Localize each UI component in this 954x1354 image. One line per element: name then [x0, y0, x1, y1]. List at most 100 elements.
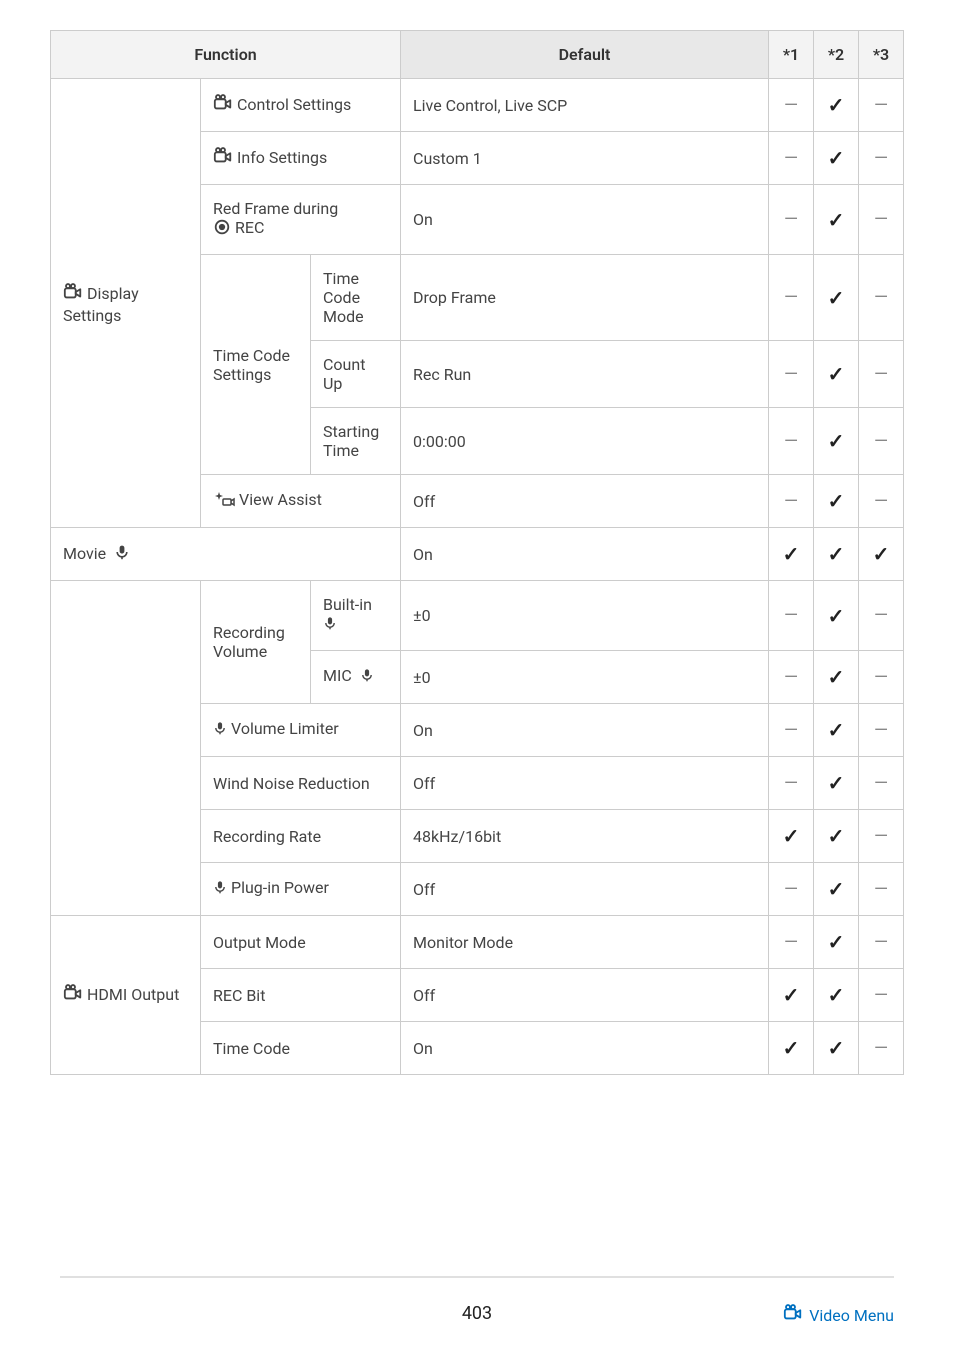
video-menu-link[interactable]: Video Menu	[783, 1303, 894, 1327]
cell-s1: —	[769, 475, 814, 528]
page-number: 403	[462, 1303, 492, 1324]
cell-volume-limiter: Volume Limiter	[201, 704, 401, 757]
cell-s3: —	[859, 704, 904, 757]
mic-icon	[323, 614, 337, 636]
cell-s2: ✓	[814, 341, 859, 408]
cell-default: On	[401, 1022, 769, 1075]
label: Info Settings	[237, 148, 327, 167]
cell-s1: —	[769, 255, 814, 341]
cell-builtin-mic: Built-in	[311, 581, 401, 651]
cell-plugin-power: Plug-in Power	[201, 863, 401, 916]
cell-default: Drop Frame	[401, 255, 769, 341]
video-menu-label: Video Menu	[809, 1306, 894, 1325]
label: Built-in	[323, 595, 372, 614]
cell-red-frame: Red Frame during REC	[201, 185, 401, 255]
cell-s1: —	[769, 916, 814, 969]
cell-time-code: Time Code	[201, 1022, 401, 1075]
mic-icon	[213, 719, 227, 741]
cell-s2: ✓	[814, 1022, 859, 1075]
movie-camera-icon	[213, 146, 233, 170]
label: Volume Limiter	[231, 719, 339, 738]
cell-control-settings: Control Settings	[201, 79, 401, 132]
cell-default: Off	[401, 757, 769, 810]
cell-s2: ✓	[814, 528, 859, 581]
cell-s2: ✓	[814, 810, 859, 863]
cell-s3: —	[859, 79, 904, 132]
footer-divider	[60, 1276, 894, 1278]
label: MIC	[323, 666, 352, 685]
mic-icon	[213, 878, 227, 900]
page-footer: 403 Video Menu	[0, 1276, 954, 1324]
cell-s1: —	[769, 132, 814, 185]
cell-default: On	[401, 528, 769, 581]
cell-s3: —	[859, 916, 904, 969]
cell-s2: ✓	[814, 757, 859, 810]
cell-default: ±0	[401, 651, 769, 704]
cell-info-settings: Info Settings	[201, 132, 401, 185]
cell-s3: —	[859, 408, 904, 475]
label: Plug-in Power	[231, 878, 329, 897]
cell-s1: —	[769, 651, 814, 704]
cell-s1: —	[769, 863, 814, 916]
cell-s3: —	[859, 341, 904, 408]
cell-s1: ✓	[769, 1022, 814, 1075]
cell-s2: ✓	[814, 969, 859, 1022]
cell-s1: —	[769, 757, 814, 810]
cell-default: 48kHz/16bit	[401, 810, 769, 863]
cell-s3: —	[859, 969, 904, 1022]
cell-s3: —	[859, 132, 904, 185]
label-line2: REC	[235, 218, 264, 237]
cell-s1: —	[769, 581, 814, 651]
header-star1: *1	[769, 31, 814, 79]
label: Control Settings	[237, 95, 351, 114]
cell-default: ±0	[401, 581, 769, 651]
cell-mic-ext: MIC	[311, 651, 401, 704]
cell-default: Rec Run	[401, 341, 769, 408]
table-row: Movie On ✓ ✓ ✓	[51, 528, 904, 581]
cell-s1: ✓	[769, 810, 814, 863]
cell-default: Custom 1	[401, 132, 769, 185]
cell-s2: ✓	[814, 475, 859, 528]
cell-default: Off	[401, 475, 769, 528]
cell-count-up: CountUp	[311, 341, 401, 408]
cell-default: Monitor Mode	[401, 916, 769, 969]
cell-s1: —	[769, 185, 814, 255]
header-function: Function	[51, 31, 401, 79]
cell-s2: ✓	[814, 185, 859, 255]
cell-starting-time: Starting Time	[311, 408, 401, 475]
cell-s2: ✓	[814, 651, 859, 704]
cell-default: Off	[401, 863, 769, 916]
label: View Assist	[239, 490, 322, 509]
cell-recording-volume-group: Recording Volume	[201, 581, 311, 704]
movie-camera-icon	[63, 983, 83, 1007]
cell-s3: —	[859, 757, 904, 810]
movie-camera-icon	[63, 282, 83, 306]
header-default: Default	[401, 31, 769, 79]
cell-default: On	[401, 185, 769, 255]
cell-blank-group	[51, 581, 201, 916]
label-line1: Red Frame during	[213, 199, 338, 218]
cell-default: On	[401, 704, 769, 757]
cell-s1: —	[769, 79, 814, 132]
settings-table: Function Default *1 *2 *3 Display Settin…	[50, 30, 904, 1075]
cell-wind-noise: Wind Noise Reduction	[201, 757, 401, 810]
label: Movie	[63, 544, 106, 563]
header-star3: *3	[859, 31, 904, 79]
rec-dot-icon	[213, 218, 231, 240]
cell-output-mode: Output Mode	[201, 916, 401, 969]
label: HDMI Output	[87, 985, 179, 1004]
cell-s3: —	[859, 185, 904, 255]
cell-time-code-settings-group: Time Code Settings	[201, 255, 311, 475]
cell-default: Live Control, Live SCP	[401, 79, 769, 132]
movie-camera-icon	[213, 93, 233, 117]
cell-s2: ✓	[814, 704, 859, 757]
page-container: Function Default *1 *2 *3 Display Settin…	[0, 0, 954, 1354]
cell-s3: —	[859, 1022, 904, 1075]
table-row: Display Settings Control Settings Live C…	[51, 79, 904, 132]
cell-s3: —	[859, 255, 904, 341]
cell-view-assist: View Assist	[201, 475, 401, 528]
cell-s2: ✓	[814, 79, 859, 132]
cell-s2: ✓	[814, 408, 859, 475]
cell-s2: ✓	[814, 863, 859, 916]
cell-s3: —	[859, 651, 904, 704]
